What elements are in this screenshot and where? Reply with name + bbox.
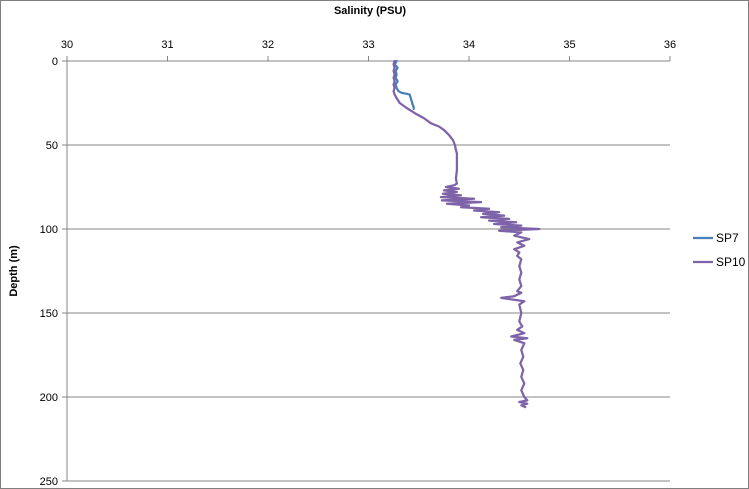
y-tick-label: 200 (40, 392, 58, 404)
x-axis-title: Salinity (PSU) (334, 5, 406, 17)
y-axis-title: Depth (m) (8, 245, 20, 297)
legend-label-sp10: SP10 (716, 255, 746, 269)
x-tick-label: 31 (161, 39, 173, 51)
legend: SP7 SP10 (693, 231, 746, 269)
x-tick-label: 33 (362, 39, 374, 51)
y-tick-label: 250 (40, 476, 58, 488)
y-tick-label: 150 (40, 308, 58, 320)
y-tick-label: 100 (40, 224, 58, 236)
x-tick-label: 30 (61, 39, 73, 51)
series-line-sp10 (392, 59, 541, 409)
axes: 0 50 100 150 200 250 30 31 32 33 34 35 36 (40, 39, 676, 488)
legend-label-sp7: SP7 (716, 231, 739, 245)
series-lines (392, 59, 541, 409)
x-tick-label: 32 (262, 39, 274, 51)
y-tick-label: 50 (46, 140, 58, 152)
x-tick-label: 34 (463, 39, 475, 51)
x-tick-label: 36 (664, 39, 676, 51)
series-line-sp7 (393, 59, 415, 111)
x-tick-label: 35 (563, 39, 575, 51)
y-tick-label: 0 (52, 56, 58, 68)
